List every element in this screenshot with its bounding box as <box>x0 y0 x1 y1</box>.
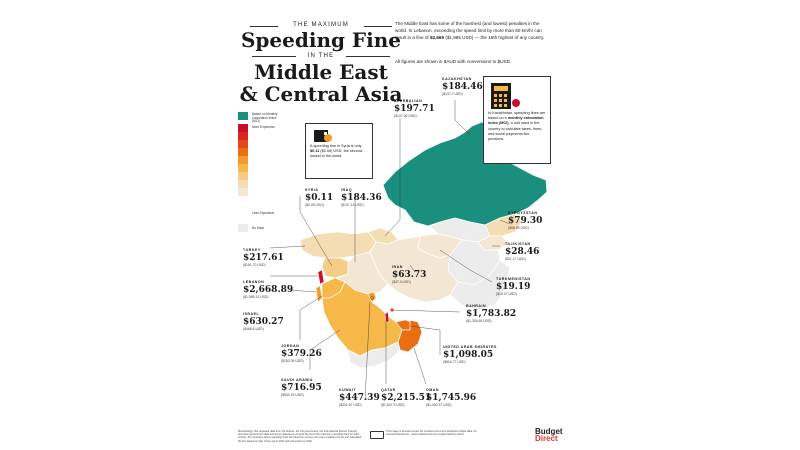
legend-mci-label: Based on Monthly Calculation Index (MCI) <box>252 112 278 124</box>
leader-kuwait <box>364 301 371 401</box>
leader-bahrain <box>391 309 461 313</box>
leader-syria <box>299 196 333 267</box>
label-tajikistan: TAJIKISTAN $28.46 ($21.17 USD) <box>505 242 540 261</box>
label-uae: UNITED ARAB EMIRATES $1,098.05 ($816.77 … <box>443 345 497 364</box>
kuwait-marker <box>370 296 374 300</box>
leader-azerbaijan <box>384 118 401 237</box>
leader-uae <box>409 325 441 355</box>
title-line-4: Middle East <box>254 60 388 84</box>
legend-swatch-7 <box>238 172 248 180</box>
legend-swatch-9 <box>238 188 248 196</box>
leader-saudi <box>309 329 341 370</box>
label-kazakhstan: KAZAKHSTAN $184.46 ($137.2 USD) <box>442 77 483 96</box>
legend-swatch-5 <box>238 156 248 164</box>
label-iran: IRAN $63.73 ($47.4 USD) <box>392 265 427 284</box>
label-lebanon: LEBANON $2,668.89 ($1,985.12 USD) <box>243 280 294 299</box>
label-bahrain: BAHRAIN $1,783.82 ($1,326.65 USD) <box>466 304 517 323</box>
title-line-1: THE MAXIMUM <box>293 22 349 28</box>
label-israel: ISRAEL $630.27 ($468.8 USD) <box>243 312 284 331</box>
leader-kyrgyzstan <box>499 219 511 225</box>
footer-license: This image is licensed under the Creativ… <box>386 430 477 437</box>
intro-paragraph: The Middle East has some of the harshest… <box>395 21 545 40</box>
leader-turkmenistan <box>439 249 493 283</box>
country-lebanon <box>317 269 325 285</box>
leader-kazakhstan <box>454 100 471 136</box>
country-qatar <box>384 311 390 323</box>
callout-syria: A speeding fine in Syria is only $0.11 (… <box>305 123 373 179</box>
legend-nodata-label: No Data <box>252 226 264 230</box>
label-iraq: IRAQ $184.36 ($137.13 USD) <box>341 188 382 207</box>
label-turkmenistan: TURKMENISTAN $19.19 ($14.27 USD) <box>496 277 531 296</box>
title-rule-left <box>250 26 278 27</box>
legend-swatch-3 <box>238 140 248 148</box>
legend-swatch-6 <box>238 164 248 172</box>
label-jordan: JORDAN $379.26 ($282.09 USD) <box>281 344 322 363</box>
legend-swatch-2 <box>238 132 248 140</box>
country-kuwait <box>367 291 377 303</box>
leader-israel <box>289 289 317 293</box>
legend-swatch-1 <box>238 124 248 132</box>
label-oman: OMAN $1,745.96 ($1,300.37 USD) <box>426 388 477 407</box>
title-rule-right <box>364 26 392 27</box>
budget-direct-logo: Budget Direct <box>535 427 563 443</box>
label-qatar: QATAR $2,215.51 ($1,647.9 USD) <box>381 388 432 407</box>
callout-kazakhstan: In Kazakhstan, speeding fines are based … <box>483 76 551 164</box>
leader-iran <box>409 264 416 273</box>
label-kyrgyzstan: KYRGYZSTAN $79.30 ($58.99 USD) <box>508 211 543 230</box>
legend <box>238 112 248 232</box>
legend-more-label: More Expensive <box>252 125 275 129</box>
footer-methodology: Methodology: We reviewed data from US Ai… <box>238 430 362 443</box>
intro-note: All figures are shown in $AUD with conve… <box>395 59 512 64</box>
leader-jordan <box>299 295 323 340</box>
legend-swatch-nodata <box>238 224 248 232</box>
legend-swatch-teal <box>238 112 248 120</box>
country-oman <box>397 319 423 353</box>
label-kuwait: KUWAIT $447.39 ($332.67 USD) <box>339 388 380 407</box>
legend-less-label: Less Expensive <box>252 211 275 215</box>
country-kazakhstan <box>382 121 548 227</box>
label-turkey: TURKEY $217.61 ($161.70 USD) <box>243 248 284 267</box>
cc-license-icon <box>370 431 384 439</box>
calculator-icon <box>488 81 546 111</box>
leader-turkey <box>269 245 306 249</box>
country-yemen <box>347 341 401 369</box>
leader-oman <box>413 347 427 385</box>
label-saudi-arabia: SAUDI ARABIA $716.95 ($533.29 USD) <box>281 378 322 397</box>
title-line-2: Speeding Fine <box>240 28 401 52</box>
title-line-5: & Central Asia <box>239 82 403 106</box>
legend-swatch-4 <box>238 148 248 156</box>
country-israel <box>315 285 323 303</box>
title-rule-right-2 <box>346 56 390 57</box>
legend-swatch-8 <box>238 180 248 188</box>
syria-coin-icon <box>310 128 368 144</box>
title-rule-left-2 <box>252 56 296 57</box>
title-line-3: IN THE <box>307 53 335 59</box>
label-syria: SYRIA $0.11 ($0.08 USD) <box>305 188 334 207</box>
label-azerbaijan: AZERBAIJAN $197.71 ($147.06 USD) <box>394 99 435 118</box>
